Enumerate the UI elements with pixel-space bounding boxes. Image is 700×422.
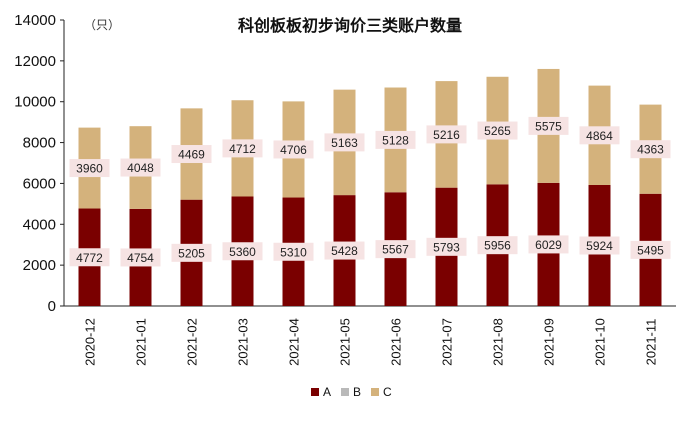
x-tick-label: 2020-12 bbox=[83, 318, 98, 366]
data-label-bg-a bbox=[273, 242, 314, 261]
data-label-bg-c bbox=[222, 139, 263, 158]
chart-title: 科创板板初步询价三类账户数量 bbox=[238, 16, 462, 35]
legend-swatch-a bbox=[311, 388, 319, 396]
x-tick-label: 2021-04 bbox=[287, 318, 302, 366]
x-tick-label: 2021-01 bbox=[134, 318, 149, 366]
data-label-bg-c bbox=[477, 121, 518, 140]
data-label-a: 5428 bbox=[331, 244, 358, 258]
data-label-bg-c bbox=[528, 116, 569, 135]
legend-swatch-b bbox=[341, 388, 349, 396]
data-label-c: 5163 bbox=[331, 136, 358, 150]
data-label-a: 5924 bbox=[586, 239, 613, 253]
legend-label-c: C bbox=[383, 385, 392, 399]
y-tick-label: 8000 bbox=[23, 135, 56, 152]
data-label-bg-a bbox=[426, 237, 467, 256]
legend-label-a: A bbox=[323, 385, 331, 399]
data-label-bg-c bbox=[120, 158, 161, 177]
data-label-c: 4864 bbox=[586, 129, 613, 143]
y-tick-label: 12000 bbox=[14, 53, 56, 70]
data-label-a: 5310 bbox=[280, 245, 307, 259]
y-tick-label: 0 bbox=[48, 298, 56, 315]
data-label-a: 6029 bbox=[535, 238, 562, 252]
data-label-bg-a bbox=[324, 241, 365, 260]
data-label-a: 5793 bbox=[433, 240, 460, 254]
data-label-c: 4469 bbox=[178, 148, 205, 162]
data-label-bg-a bbox=[630, 240, 671, 259]
data-label-bg-a bbox=[222, 242, 263, 261]
x-tick-label: 2021-08 bbox=[491, 318, 506, 366]
data-label-a: 5567 bbox=[382, 243, 409, 257]
data-label-a: 4754 bbox=[127, 251, 154, 265]
data-label-bg-a bbox=[120, 248, 161, 267]
data-label-bg-c bbox=[324, 133, 365, 152]
x-tick-label: 2021-11 bbox=[644, 319, 659, 366]
x-tick-label: 2021-07 bbox=[440, 318, 455, 366]
data-label-bg-c bbox=[171, 145, 212, 164]
y-tick-label: 4000 bbox=[23, 216, 56, 233]
legend-swatch-c bbox=[371, 388, 379, 396]
data-label-c: 5128 bbox=[382, 133, 409, 147]
data-label-bg-a bbox=[579, 236, 620, 255]
data-label-c: 3960 bbox=[76, 162, 103, 176]
x-tick-label: 2021-10 bbox=[593, 318, 608, 366]
x-tick-label: 2021-02 bbox=[185, 318, 200, 366]
x-tick-label: 2021-05 bbox=[338, 318, 353, 366]
data-label-bg-c bbox=[579, 126, 620, 145]
data-label-c: 4712 bbox=[229, 142, 256, 156]
data-label-bg-a bbox=[477, 236, 518, 255]
data-label-a: 5360 bbox=[229, 245, 256, 259]
x-tick-label: 2021-06 bbox=[389, 318, 404, 366]
data-label-a: 5956 bbox=[484, 239, 511, 253]
data-label-bg-c bbox=[273, 140, 314, 159]
data-label-a: 4772 bbox=[76, 251, 103, 265]
data-label-bg-c bbox=[426, 125, 467, 144]
data-label-c: 4048 bbox=[127, 161, 154, 175]
data-label-bg-a bbox=[69, 248, 110, 267]
legend-label-b: B bbox=[353, 385, 361, 399]
y-tick-label: 6000 bbox=[23, 175, 56, 192]
data-label-a: 5205 bbox=[178, 246, 205, 260]
data-label-a: 5495 bbox=[637, 243, 664, 257]
x-tick-label: 2021-03 bbox=[236, 318, 251, 366]
data-label-c: 4363 bbox=[637, 143, 664, 157]
x-tick-label: 2021-09 bbox=[542, 318, 557, 366]
data-label-c: 5265 bbox=[484, 124, 511, 138]
y-tick-label: 14000 bbox=[14, 12, 56, 29]
data-label-bg-a bbox=[171, 243, 212, 262]
y-tick-label: 10000 bbox=[14, 94, 56, 111]
unit-label: （只） bbox=[84, 18, 120, 32]
data-label-bg-a bbox=[528, 235, 569, 254]
data-label-bg-a bbox=[375, 240, 416, 259]
data-label-c: 5575 bbox=[535, 119, 562, 133]
data-label-c: 5216 bbox=[433, 128, 460, 142]
data-label-c: 4706 bbox=[280, 143, 307, 157]
data-label-bg-c bbox=[630, 140, 671, 159]
data-label-bg-c bbox=[375, 130, 416, 149]
data-label-bg-c bbox=[69, 159, 110, 178]
y-tick-label: 2000 bbox=[23, 257, 56, 274]
